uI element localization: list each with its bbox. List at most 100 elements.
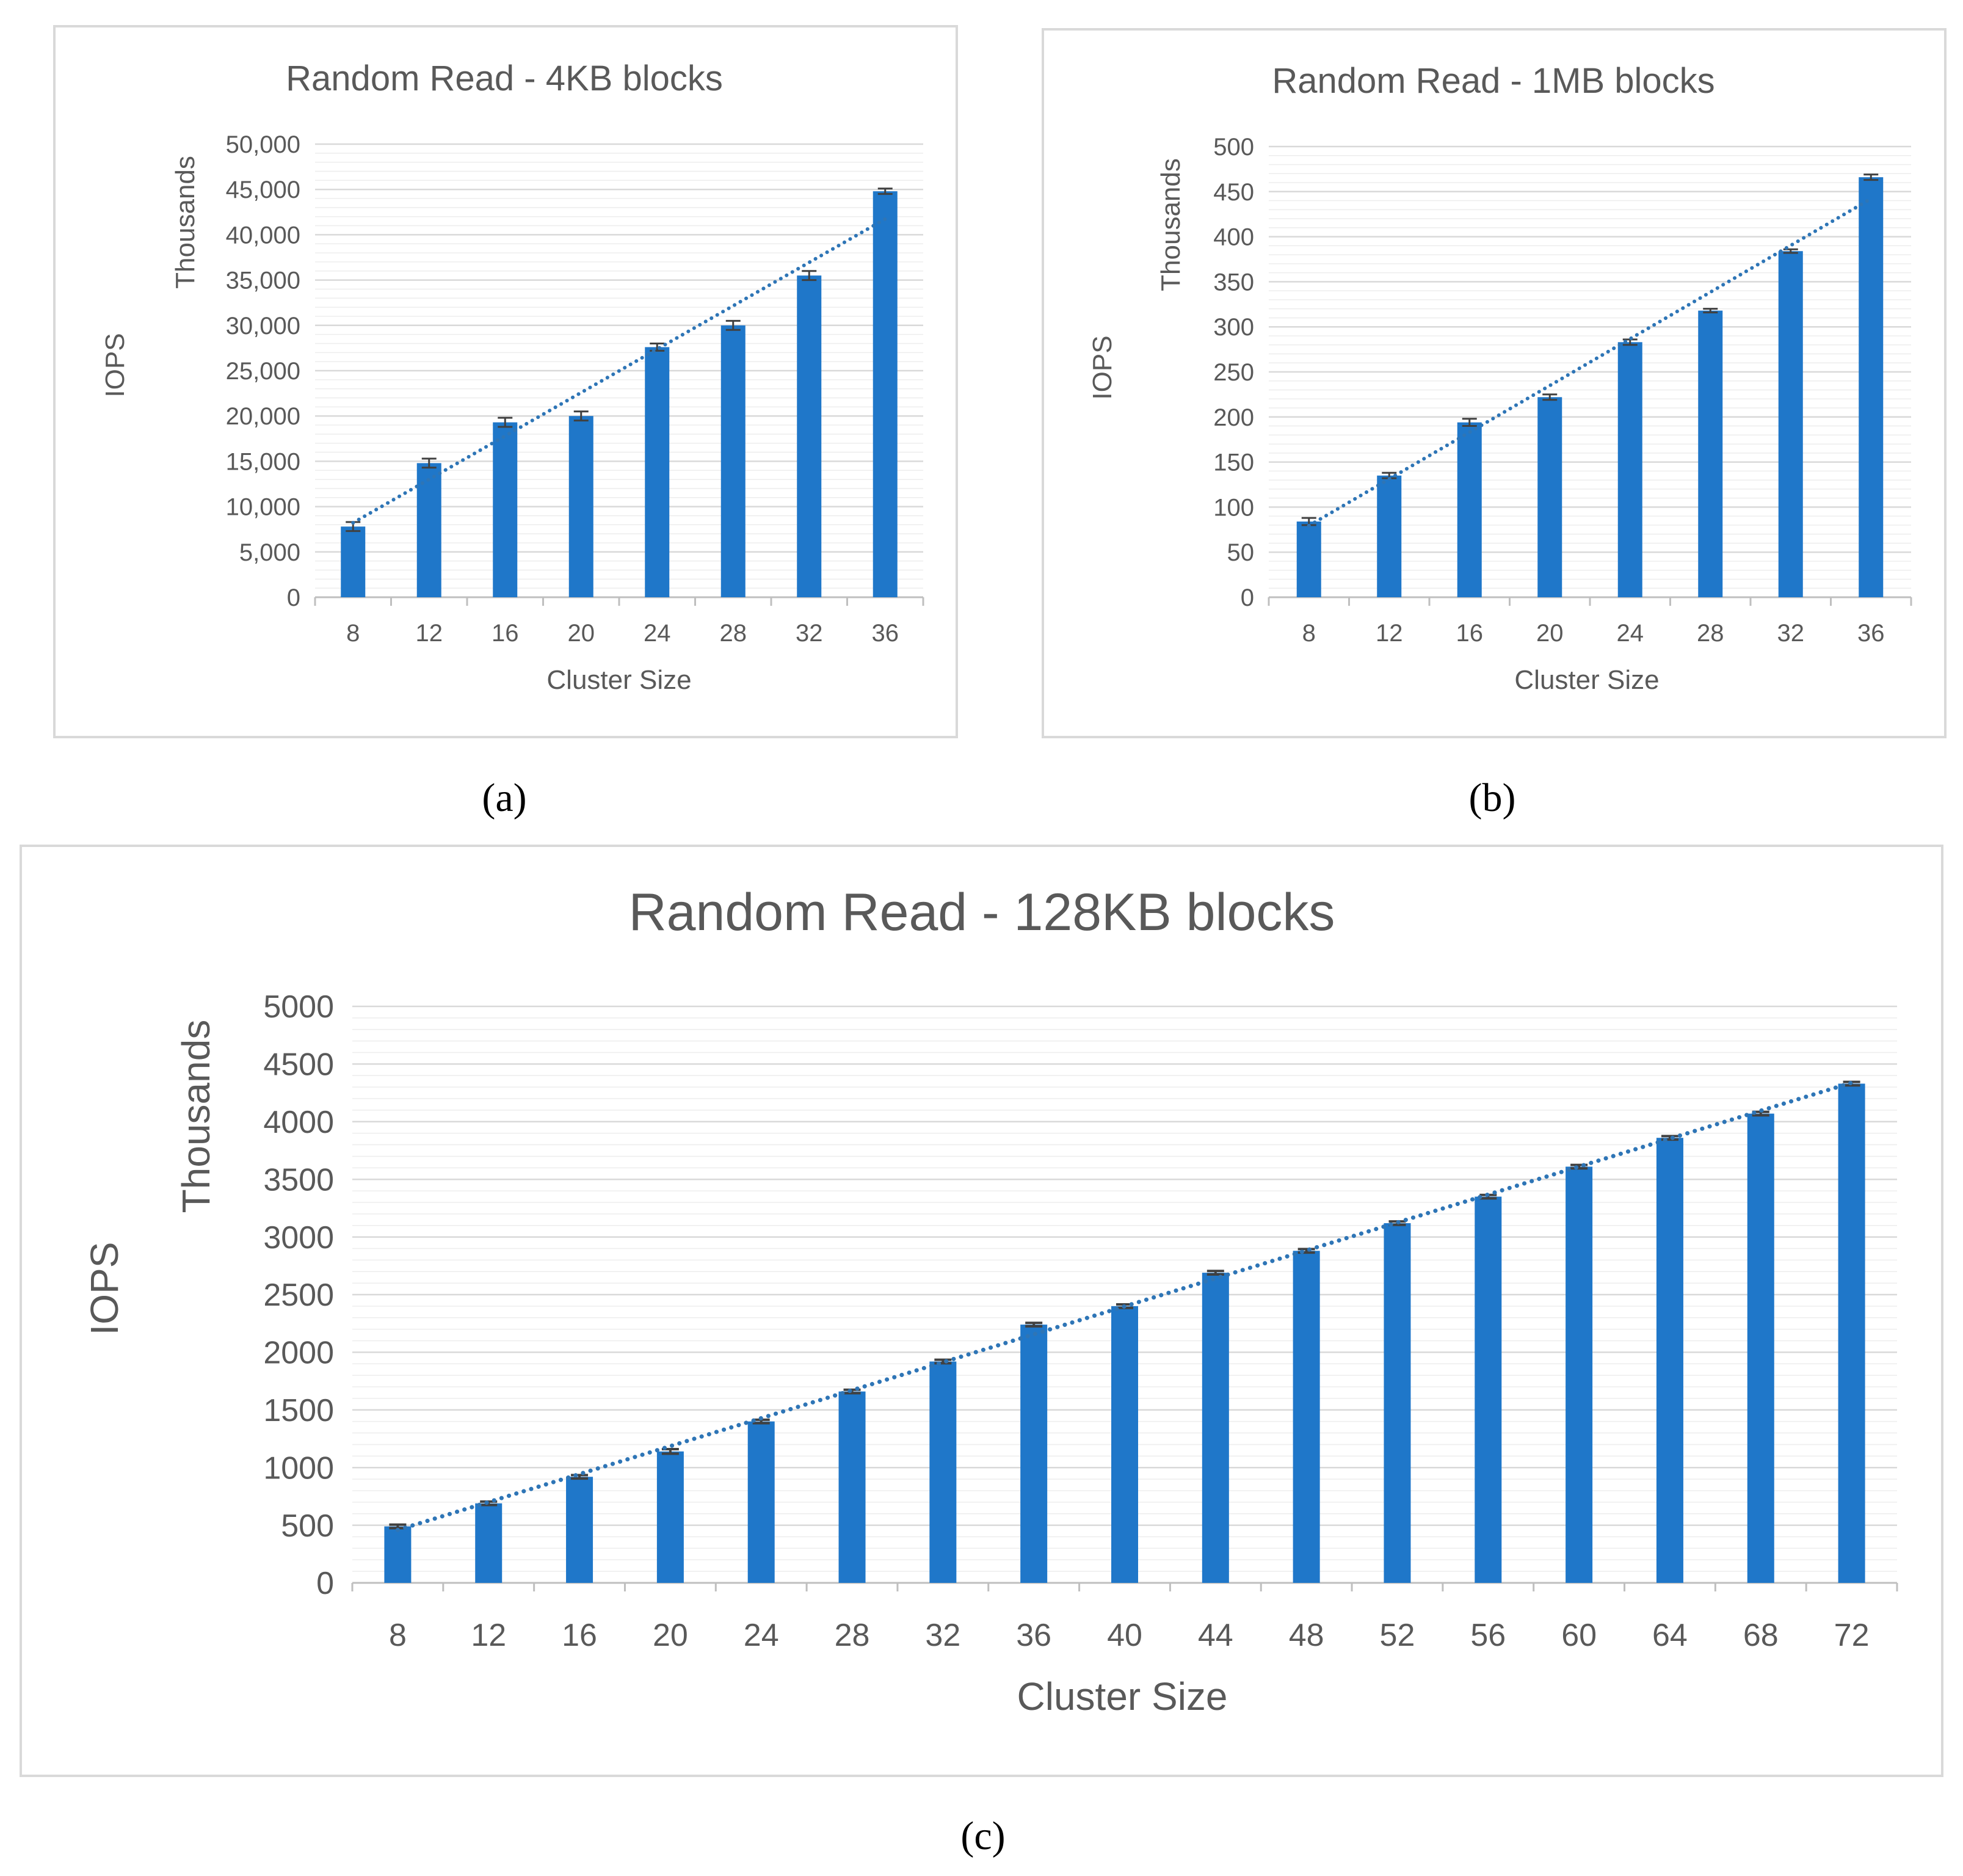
x-tick-label: 60 [1561, 1618, 1597, 1653]
y-unit-label: Thousands [1156, 158, 1186, 291]
bar [1838, 1083, 1865, 1583]
x-tick-label: 20 [568, 620, 595, 647]
y-tick-label: 15,000 [226, 448, 300, 475]
x-tick-label: 68 [1743, 1618, 1779, 1653]
bar [1566, 1166, 1593, 1583]
bar [1457, 422, 1482, 597]
x-tick-label: 8 [389, 1618, 407, 1653]
chart-panel-a: Random Read - 4KB blocks Thousands IOPS … [53, 25, 958, 820]
y-tick-label: 20,000 [226, 403, 300, 430]
bars [1296, 177, 1884, 598]
y-tick-label: 5,000 [239, 539, 300, 566]
bar [475, 1503, 503, 1583]
chart-frame [1042, 28, 1947, 738]
x-axis-label: Cluster Size [1017, 1674, 1228, 1718]
y-axis-label: IOPS [82, 1242, 126, 1336]
bar [493, 422, 518, 597]
trendline [351, 217, 887, 525]
x-tick-label: 36 [872, 620, 899, 647]
y-tick-labels: 0 500 1000 1500 2000 2500 3000 3500 4000 4500 5000 [263, 989, 334, 1601]
y-tick-label: 100 [1213, 494, 1254, 521]
x-tick-label: 24 [644, 620, 671, 647]
x-axis-label: Cluster Size [546, 665, 691, 695]
y-tick-label: 2500 [263, 1278, 334, 1313]
bar [1747, 1113, 1774, 1583]
trendline-path [1307, 197, 1873, 528]
bar [1020, 1325, 1048, 1583]
y-tick-label: 4000 [263, 1105, 334, 1140]
x-tick-label: 20 [653, 1618, 688, 1653]
bar [1656, 1138, 1683, 1583]
y-unit-label: Thousands [174, 1020, 218, 1213]
gridlines [314, 143, 924, 606]
y-tick-label: 0 [287, 584, 300, 611]
bar [416, 463, 441, 597]
x-tick-label: 24 [744, 1618, 779, 1653]
x-tick-label: 16 [1456, 620, 1484, 647]
bar [1537, 397, 1562, 597]
x-tick-label: 12 [1376, 620, 1403, 647]
x-tick-label: 40 [1107, 1618, 1142, 1653]
x-tick-label: 16 [492, 620, 519, 647]
panel-caption: (a) [482, 776, 526, 820]
x-tick-label: 36 [1016, 1618, 1051, 1653]
x-tick-label: 28 [1697, 620, 1724, 647]
bar [1475, 1196, 1502, 1583]
x-tick-labels: 8 12 16 20 24 28 32 36 40 44 48 52 56 60 64 68 72 [389, 1618, 1870, 1653]
y-tick-label: 300 [1213, 314, 1254, 341]
bar [568, 416, 593, 597]
y-tick-label: 40,000 [226, 222, 300, 249]
y-unit-label: Thousands [170, 156, 200, 289]
panel-caption: (c) [960, 1814, 1005, 1858]
x-tick-label: 8 [1302, 620, 1316, 647]
bar [384, 1526, 412, 1583]
x-tick-label: 44 [1198, 1618, 1233, 1653]
bar [1859, 177, 1884, 598]
y-tick-label: 2000 [263, 1336, 334, 1371]
bar [720, 325, 746, 597]
y-tick-label: 400 [1213, 224, 1254, 251]
y-tick-label: 50,000 [226, 131, 300, 158]
x-tick-label: 36 [1857, 620, 1885, 647]
chart-frame [20, 845, 1943, 1777]
y-axis-label: IOPS [100, 333, 130, 397]
bar [1617, 342, 1642, 597]
y-tick-label: 35,000 [226, 267, 300, 294]
x-tick-label: 20 [1536, 620, 1564, 647]
x-tick-labels: 8 12 16 20 24 28 32 36 [346, 620, 899, 647]
y-tick-label: 0 [316, 1566, 334, 1601]
y-tick-labels: 0 50 100 150 200 250 300 350 400 450 500 [1213, 134, 1254, 611]
x-tick-label: 28 [835, 1618, 870, 1653]
bar [1698, 310, 1723, 597]
y-tick-label: 500 [1213, 134, 1254, 161]
x-tick-label: 56 [1470, 1618, 1506, 1653]
y-tick-label: 1000 [263, 1450, 334, 1486]
x-tick-label: 48 [1289, 1618, 1324, 1653]
bar [838, 1391, 866, 1583]
trendline [1307, 197, 1873, 528]
y-tick-label: 150 [1213, 449, 1254, 476]
bar [566, 1477, 593, 1583]
y-tick-label: 25,000 [226, 358, 300, 385]
y-tick-label: 250 [1213, 359, 1254, 386]
x-tick-label: 32 [925, 1618, 960, 1653]
trendline [395, 1080, 1854, 1532]
bar [797, 275, 822, 597]
x-tick-label: 8 [346, 620, 360, 647]
bar [747, 1421, 775, 1583]
x-tick-label: 72 [1834, 1618, 1870, 1653]
x-tick-label: 32 [796, 620, 823, 647]
y-tick-label: 450 [1213, 179, 1254, 206]
x-axis-label: Cluster Size [1514, 665, 1659, 695]
chart-title: Random Read - 128KB blocks [629, 883, 1335, 942]
x-tick-label: 52 [1380, 1618, 1415, 1653]
y-tick-label: 200 [1213, 404, 1254, 431]
y-tick-label: 10,000 [226, 494, 300, 521]
chart-title: Random Read - 4KB blocks [286, 59, 723, 98]
x-tick-labels: 8 12 16 20 24 28 32 36 [1302, 620, 1885, 647]
bar [656, 1451, 684, 1583]
bar [1384, 1223, 1411, 1583]
y-tick-label: 50 [1227, 539, 1255, 566]
bar [1111, 1306, 1138, 1583]
